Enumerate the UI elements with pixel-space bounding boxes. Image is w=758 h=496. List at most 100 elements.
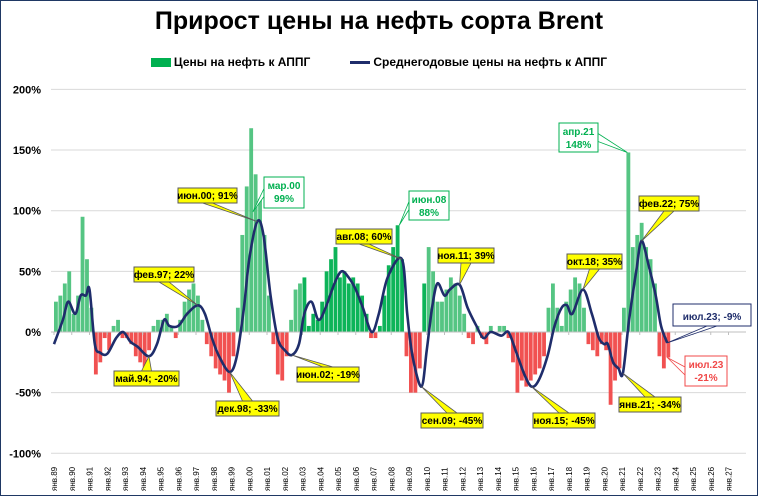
- bar: [644, 247, 649, 332]
- x-tick-label: янв.00: [245, 466, 254, 491]
- x-tick-label: янв.96: [174, 466, 183, 491]
- callout-label: дек.98; -33%: [217, 404, 277, 415]
- bar: [151, 325, 156, 332]
- y-tick-label: 100%: [13, 206, 41, 218]
- bar: [657, 332, 662, 357]
- bar: [369, 332, 373, 339]
- bar: [351, 277, 356, 332]
- callout-box: [335, 228, 393, 245]
- x-tick-label: янв.22: [636, 466, 645, 491]
- callout-pointer: [667, 325, 718, 344]
- bar: [453, 283, 458, 332]
- bar: [666, 332, 671, 358]
- x-tick-label: янв.17: [547, 466, 556, 491]
- bar: [457, 295, 462, 332]
- bar: [506, 332, 511, 339]
- bar: [271, 332, 276, 345]
- callout-pointer: [582, 268, 601, 290]
- callout-box: [638, 195, 700, 212]
- callout-label: ноя.11; 39%: [437, 251, 494, 262]
- bar: [333, 247, 338, 332]
- x-tick-label: янв.10: [423, 466, 432, 491]
- callout-label: фев.22; 75%: [639, 198, 699, 210]
- callout: сен.09; -45%: [420, 386, 484, 429]
- bar: [196, 295, 200, 332]
- callout-box: [558, 122, 599, 153]
- callout-box: [672, 303, 752, 327]
- callout-box: [296, 366, 360, 383]
- callout-pointer: [202, 202, 258, 222]
- callout-pointer: [641, 210, 676, 242]
- x-tick-label: янв.09: [405, 466, 414, 491]
- x-tick-label: янв.27: [725, 466, 734, 491]
- callout: апр.21 148%: [558, 122, 628, 153]
- x-tick-label: янв.02: [281, 466, 290, 491]
- bar: [315, 319, 320, 332]
- callout-label: окт.18; 35%: [567, 257, 622, 268]
- bar: [622, 307, 626, 332]
- bar: [386, 265, 391, 332]
- x-tick-label: янв.16: [529, 466, 538, 491]
- callout-label: ноя.15; -45%: [533, 416, 594, 427]
- bar: [653, 283, 657, 332]
- bar: [267, 295, 271, 332]
- y-tick-label: -50%: [15, 388, 41, 400]
- callout-box: [263, 176, 305, 209]
- x-tick-label: янв.97: [192, 466, 201, 491]
- bar: [227, 332, 231, 393]
- callout: июн.08 88%: [398, 190, 450, 226]
- x-tick-label: янв.05: [334, 466, 343, 491]
- bar: [360, 295, 365, 332]
- bar: [448, 277, 453, 332]
- x-tick-label: янв.08: [387, 466, 396, 491]
- bar: [231, 332, 236, 357]
- bar: [93, 332, 98, 375]
- bar: [409, 332, 413, 393]
- bar: [129, 332, 134, 345]
- bar: [54, 301, 58, 332]
- x-tick-label: янв.14: [494, 466, 503, 491]
- bar: [444, 289, 449, 332]
- callout-value: 99%: [274, 194, 294, 205]
- bar: [253, 174, 258, 332]
- bar: [542, 332, 546, 357]
- x-tick-label: янв.15: [512, 466, 521, 491]
- bar: [204, 332, 209, 345]
- bar: [586, 332, 591, 345]
- bar: [502, 325, 507, 332]
- callout-label: авг.08; 60%: [337, 232, 392, 243]
- bar: [346, 283, 351, 332]
- x-tick-label: янв.23: [654, 466, 663, 491]
- legend-swatch-line: [350, 60, 371, 64]
- bar: [120, 332, 125, 339]
- average-line: [52, 218, 669, 389]
- bar: [404, 332, 409, 357]
- bar: [80, 216, 85, 332]
- callout-box: [420, 412, 484, 429]
- x-tick-label: янв.95: [157, 466, 166, 491]
- x-tick-label: янв.19: [583, 466, 592, 491]
- callout-value: -21%: [694, 373, 717, 384]
- legend-label-bars: Цены на нефть к АППГ: [173, 55, 311, 69]
- chart-title: Прирост цены на нефть сорта Brent: [154, 7, 604, 35]
- bar: [391, 247, 396, 332]
- callout: ноя.15; -45%: [531, 386, 596, 429]
- callout-label: фев.97; 22%: [134, 269, 194, 281]
- bar: [604, 332, 609, 351]
- bar: [58, 295, 63, 332]
- legend-swatch-bars: [150, 57, 171, 67]
- y-tick-label: 150%: [13, 145, 41, 157]
- callout-label: июл.23; -9%: [683, 312, 742, 323]
- callout-label: мар.00: [268, 181, 301, 192]
- bar: [258, 198, 262, 332]
- bar: [284, 332, 289, 357]
- x-tick-label: янв.07: [370, 466, 379, 491]
- callout-value: 148%: [566, 140, 592, 151]
- bar: [302, 277, 307, 332]
- x-tick-label: янв.94: [139, 466, 148, 491]
- bar: [519, 332, 524, 381]
- bar: [422, 283, 427, 332]
- callout: фев.97; 22%: [133, 266, 199, 306]
- x-tick-label: янв.12: [458, 466, 467, 491]
- callout-box: [215, 400, 280, 417]
